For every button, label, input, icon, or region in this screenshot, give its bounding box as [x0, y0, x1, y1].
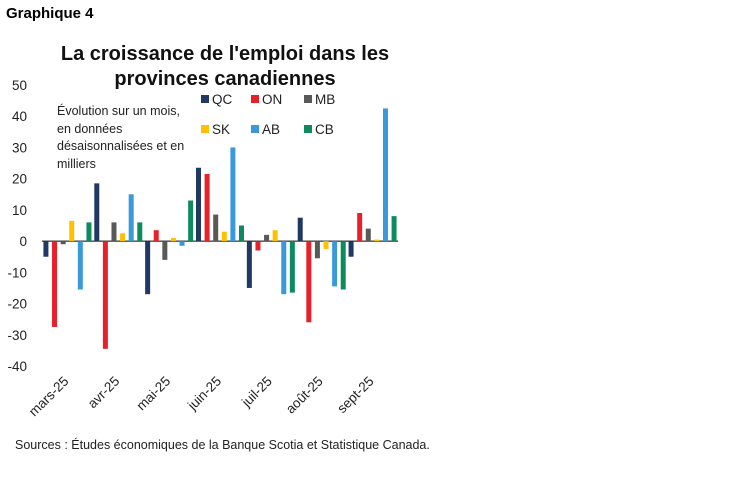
bar-cb-sept-25	[391, 216, 397, 242]
y-tick-label: 40	[12, 109, 27, 124]
y-tick-label: 30	[12, 140, 27, 155]
legend-swatch-on	[251, 95, 259, 103]
bar-sk-mars-25	[69, 220, 75, 242]
bar-ab-sept-25	[382, 108, 388, 242]
legend-label-cb: CB	[315, 122, 334, 137]
x-tick-label: juin-25	[184, 374, 224, 414]
y-tick-label: 20	[12, 172, 27, 187]
legend-swatch-sk	[201, 125, 209, 133]
bar-cb-juil-25	[289, 241, 295, 293]
x-tick-label: sept-25	[334, 374, 376, 416]
bar-qc-juil-25	[246, 241, 252, 288]
bar-cb-mars-25	[86, 222, 92, 242]
source-note: Sources : Études économiques de la Banqu…	[15, 438, 430, 452]
bar-on-août-25	[306, 241, 312, 323]
bar-sk-juin-25	[221, 231, 227, 242]
bar-ab-avr-25	[128, 194, 134, 242]
x-tick-label: mars-25	[26, 374, 72, 420]
chart-legend: QC ON MB SK AB CB	[201, 92, 335, 137]
bar-ab-mai-25	[179, 241, 185, 246]
legend-label-qc: QC	[212, 92, 233, 107]
bar-mb-sept-25	[365, 228, 371, 242]
bar-on-juin-25	[204, 173, 210, 242]
y-tick-label: 10	[12, 203, 27, 218]
bar-qc-juin-25	[196, 167, 201, 242]
x-tick-label: juil-25	[238, 374, 275, 411]
chart-bars	[43, 108, 397, 349]
legend-swatch-cb	[304, 125, 312, 133]
bar-sk-juil-25	[272, 230, 278, 242]
chart-title: La croissance de l'emploi dans les provi…	[60, 43, 390, 90]
bar-ab-juil-25	[281, 241, 287, 295]
chart-annotation: Évolution sur un mois, en données désais…	[57, 104, 185, 171]
bar-sk-mai-25	[170, 237, 176, 242]
y-tick-label: 0	[19, 234, 27, 249]
bar-mb-août-25	[314, 241, 320, 259]
bar-qc-août-25	[297, 217, 303, 242]
bar-ab-juin-25	[230, 147, 236, 242]
bar-qc-sept-25	[348, 241, 354, 257]
y-tick-label: -20	[7, 297, 27, 312]
bar-ab-août-25	[332, 241, 338, 287]
legend-swatch-ab	[251, 125, 259, 133]
bar-mb-avr-25	[111, 222, 117, 242]
bar-sk-août-25	[323, 241, 329, 249]
bar-sk-sept-25	[374, 239, 380, 242]
bar-mb-juil-25	[264, 234, 270, 242]
bar-qc-avr-25	[94, 183, 100, 242]
bar-mb-mars-25	[60, 241, 66, 245]
legend-label-ab: AB	[262, 122, 280, 137]
x-tick-label: août-25	[283, 374, 326, 417]
bar-on-mars-25	[52, 241, 58, 327]
bar-cb-juin-25	[239, 225, 244, 242]
y-tick-label: -30	[7, 328, 27, 343]
graph-label: Graphique 4	[6, 5, 94, 22]
bar-on-sept-25	[357, 213, 363, 242]
x-tick-label: avr-25	[85, 374, 123, 412]
bar-on-juil-25	[255, 241, 261, 251]
legend-label-sk: SK	[212, 122, 230, 137]
bar-qc-mai-25	[145, 241, 151, 295]
bar-mb-juin-25	[213, 214, 219, 242]
legend-label-mb: MB	[315, 92, 335, 107]
bar-mb-mai-25	[162, 241, 168, 260]
legend-swatch-qc	[201, 95, 209, 103]
bar-ab-mars-25	[77, 241, 83, 290]
bar-qc-mars-25	[43, 241, 49, 257]
y-tick-label: -10	[7, 265, 27, 280]
legend-swatch-mb	[304, 95, 312, 103]
bar-cb-mai-25	[188, 200, 194, 242]
y-tick-label: 50	[12, 78, 27, 93]
y-tick-label: -40	[7, 359, 27, 374]
bar-on-avr-25	[102, 241, 108, 349]
bar-on-mai-25	[153, 230, 159, 242]
legend-label-on: ON	[262, 92, 282, 107]
x-tick-label: mai-25	[133, 374, 173, 414]
bar-cb-août-25	[340, 241, 346, 290]
bar-sk-avr-25	[120, 233, 126, 242]
bar-cb-avr-25	[137, 222, 143, 242]
